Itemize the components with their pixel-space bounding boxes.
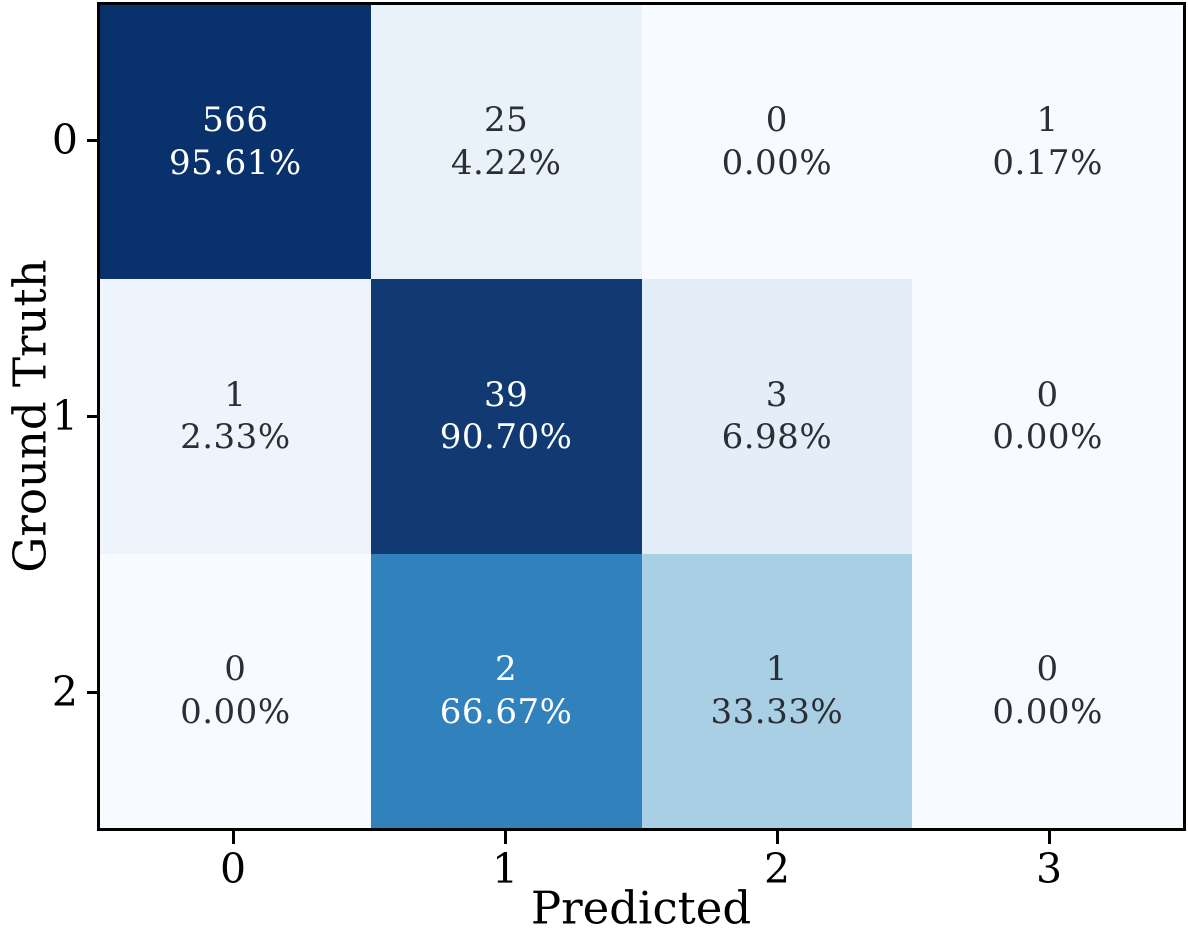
matrix-cell-r2c3: 0 0.00% xyxy=(912,553,1183,828)
y-tick-label-2: 2 xyxy=(51,668,78,716)
cell-count: 0 xyxy=(765,100,788,141)
confusion-matrix-plot: 566 95.61% 25 4.22% 0 0.00% 1 0.17% 1 2.… xyxy=(97,2,1186,831)
cell-percent: 0.17% xyxy=(992,143,1103,184)
x-tick-mark-0 xyxy=(232,831,235,844)
cell-count: 25 xyxy=(483,100,529,141)
y-axis-label: Ground Truth xyxy=(3,259,57,573)
cell-count: 3 xyxy=(765,374,788,415)
y-tick-label-1: 1 xyxy=(51,392,78,440)
cell-count: 2 xyxy=(495,649,518,689)
cell-percent: 0.00% xyxy=(992,691,1103,732)
matrix-cell-r0c1: 25 4.22% xyxy=(370,5,642,280)
matrix-cell-r1c2: 3 6.98% xyxy=(641,279,913,554)
y-tick-mark-0 xyxy=(87,139,97,142)
matrix-cell-r0c3: 1 0.17% xyxy=(912,5,1183,280)
x-tick-label-0: 0 xyxy=(219,845,247,893)
cell-percent: 2.33% xyxy=(180,417,291,458)
x-tick-mark-2 xyxy=(776,831,779,844)
matrix-cell-r2c2: 1 33.33% xyxy=(641,553,913,828)
cell-count: 1 xyxy=(224,374,247,415)
matrix-cell-r2c1: 2 66.67% xyxy=(370,553,642,828)
matrix-cell-r1c3: 0 0.00% xyxy=(912,279,1183,554)
x-tick-mark-1 xyxy=(504,831,507,844)
x-tick-label-1: 1 xyxy=(491,845,519,893)
cell-count: 0 xyxy=(224,649,247,689)
cell-count: 0 xyxy=(1036,649,1059,689)
x-tick-label-2: 2 xyxy=(763,845,791,893)
matrix-cell-r0c2: 0 0.00% xyxy=(641,5,913,280)
cell-percent: 66.67% xyxy=(439,691,573,732)
x-tick-label-3: 3 xyxy=(1035,845,1063,893)
matrix-cell-r1c0: 1 2.33% xyxy=(100,279,371,554)
x-axis-label: Predicted xyxy=(530,881,752,935)
x-tick-mark-3 xyxy=(1048,831,1051,844)
cell-count: 1 xyxy=(1036,100,1059,141)
cell-count: 1 xyxy=(765,649,788,689)
matrix-cell-r1c1: 39 90.70% xyxy=(370,279,642,554)
y-tick-label-0: 0 xyxy=(51,116,78,164)
matrix-cell-r0c0: 566 95.61% xyxy=(100,5,371,280)
cell-percent: 4.22% xyxy=(450,143,562,184)
cell-count: 0 xyxy=(1036,374,1059,415)
cell-percent: 6.98% xyxy=(721,417,833,458)
cell-percent: 33.33% xyxy=(710,691,844,732)
matrix-cell-r2c0: 0 0.00% xyxy=(100,553,371,828)
cell-count: 566 xyxy=(202,100,269,141)
cell-percent: 90.70% xyxy=(439,417,573,458)
cell-percent: 95.61% xyxy=(169,143,302,184)
cell-percent: 0.00% xyxy=(180,691,291,732)
cell-count: 39 xyxy=(483,374,529,415)
cell-percent: 0.00% xyxy=(992,417,1103,458)
y-tick-mark-1 xyxy=(87,415,97,418)
y-tick-mark-2 xyxy=(87,691,97,694)
cell-percent: 0.00% xyxy=(721,143,833,184)
